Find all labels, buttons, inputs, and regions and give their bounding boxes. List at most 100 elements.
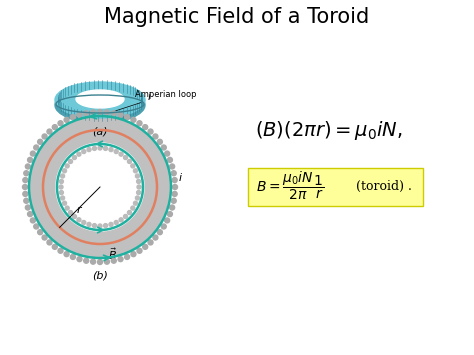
Circle shape [167, 157, 173, 162]
Text: (toroid) .: (toroid) . [356, 180, 412, 192]
Circle shape [64, 252, 69, 257]
Circle shape [167, 212, 173, 217]
Circle shape [56, 143, 144, 231]
Circle shape [148, 240, 153, 245]
Circle shape [24, 171, 29, 176]
Circle shape [63, 201, 66, 205]
Circle shape [22, 185, 27, 190]
Bar [248, 168, 423, 206]
Circle shape [157, 139, 163, 144]
Circle shape [71, 115, 75, 120]
Circle shape [23, 178, 28, 182]
Circle shape [91, 259, 96, 264]
Circle shape [69, 211, 73, 214]
Circle shape [171, 198, 176, 203]
Circle shape [98, 260, 102, 264]
Circle shape [109, 148, 113, 152]
Circle shape [82, 220, 86, 224]
Circle shape [30, 117, 170, 257]
Circle shape [119, 218, 123, 222]
Circle shape [65, 206, 69, 210]
Circle shape [65, 164, 69, 168]
Circle shape [157, 230, 163, 235]
Circle shape [98, 224, 102, 228]
Circle shape [137, 179, 141, 184]
Circle shape [52, 125, 57, 130]
Circle shape [63, 169, 66, 173]
Circle shape [87, 223, 91, 226]
Circle shape [23, 191, 28, 196]
Circle shape [124, 155, 128, 159]
Circle shape [131, 164, 135, 168]
Ellipse shape [55, 87, 145, 123]
Circle shape [98, 146, 102, 150]
Circle shape [27, 157, 33, 162]
Text: $i$: $i$ [178, 171, 183, 183]
Circle shape [77, 113, 82, 118]
Circle shape [114, 149, 118, 153]
Circle shape [84, 258, 89, 263]
Circle shape [136, 174, 139, 178]
Circle shape [111, 258, 116, 263]
Text: $r$: $r$ [76, 204, 83, 215]
Circle shape [77, 218, 81, 222]
Circle shape [42, 235, 47, 240]
Circle shape [47, 129, 52, 134]
Circle shape [170, 205, 174, 210]
Text: $(B)(2\pi r) = \mu_0 i N,$: $(B)(2\pi r) = \mu_0 i N,$ [255, 119, 403, 142]
Circle shape [84, 111, 89, 116]
Circle shape [98, 109, 102, 115]
Circle shape [73, 214, 76, 218]
Text: (b): (b) [92, 271, 108, 281]
Circle shape [164, 151, 170, 156]
Circle shape [172, 191, 177, 196]
Text: $i$: $i$ [147, 90, 152, 102]
Ellipse shape [76, 90, 124, 108]
Circle shape [131, 118, 136, 122]
Circle shape [82, 149, 86, 153]
Circle shape [164, 218, 170, 223]
Text: $\vec{B}$: $\vec{B}$ [108, 246, 117, 262]
Circle shape [47, 240, 52, 245]
Circle shape [134, 169, 137, 173]
Circle shape [59, 191, 64, 195]
Circle shape [26, 205, 30, 210]
Circle shape [143, 125, 148, 130]
Circle shape [77, 257, 82, 262]
Circle shape [103, 146, 108, 151]
Circle shape [153, 235, 158, 240]
Circle shape [59, 179, 64, 184]
Circle shape [171, 171, 176, 176]
Circle shape [61, 196, 64, 200]
Circle shape [77, 152, 81, 156]
Text: $B = \dfrac{\mu_0 i N}{2\pi}\dfrac{1}{r}$: $B = \dfrac{\mu_0 i N}{2\pi}\dfrac{1}{r}… [256, 170, 325, 202]
Circle shape [52, 244, 57, 249]
Circle shape [173, 185, 177, 190]
Circle shape [128, 159, 131, 163]
Circle shape [58, 121, 63, 126]
Circle shape [118, 257, 123, 262]
Text: (a): (a) [92, 126, 108, 136]
Circle shape [137, 185, 141, 189]
Circle shape [92, 224, 96, 228]
Circle shape [69, 159, 73, 163]
Circle shape [137, 248, 142, 253]
Text: Magnetic Field of a Toroid: Magnetic Field of a Toroid [104, 7, 370, 27]
Circle shape [161, 145, 166, 150]
Circle shape [136, 196, 139, 200]
Circle shape [172, 178, 177, 182]
Circle shape [124, 214, 128, 218]
Circle shape [103, 224, 108, 228]
Circle shape [37, 230, 43, 235]
Circle shape [118, 113, 123, 118]
Circle shape [125, 115, 129, 120]
Circle shape [114, 220, 118, 224]
Circle shape [153, 134, 158, 139]
Circle shape [37, 139, 43, 144]
Circle shape [73, 155, 76, 159]
Ellipse shape [55, 82, 145, 118]
Circle shape [27, 212, 33, 217]
Circle shape [119, 152, 123, 156]
Circle shape [104, 110, 109, 115]
Circle shape [71, 255, 75, 260]
